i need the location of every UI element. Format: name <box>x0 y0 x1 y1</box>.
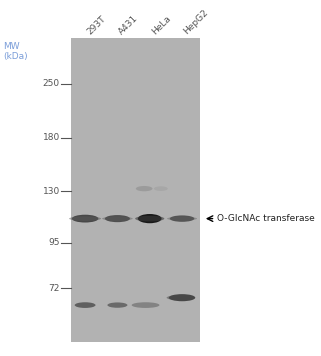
Ellipse shape <box>72 215 98 222</box>
Ellipse shape <box>102 216 133 221</box>
Text: HepG2: HepG2 <box>182 8 210 36</box>
Ellipse shape <box>75 302 96 308</box>
Text: 180: 180 <box>42 133 60 142</box>
Text: 130: 130 <box>42 187 60 196</box>
Ellipse shape <box>135 216 164 221</box>
Ellipse shape <box>138 214 161 223</box>
Text: 293T: 293T <box>85 14 108 36</box>
Ellipse shape <box>69 216 101 221</box>
Text: O-GlcNAc transferase: O-GlcNAc transferase <box>217 214 315 223</box>
Ellipse shape <box>108 303 127 308</box>
Ellipse shape <box>167 295 187 300</box>
Ellipse shape <box>136 186 152 191</box>
Text: A431: A431 <box>117 14 140 36</box>
Ellipse shape <box>167 217 197 221</box>
Text: 250: 250 <box>43 79 60 88</box>
Ellipse shape <box>154 186 168 191</box>
Ellipse shape <box>105 215 130 222</box>
Text: MW
(kDa): MW (kDa) <box>3 42 27 61</box>
Bar <box>71 38 200 342</box>
Ellipse shape <box>132 302 160 308</box>
Ellipse shape <box>169 294 195 301</box>
Ellipse shape <box>170 215 194 222</box>
Text: HeLa: HeLa <box>150 14 172 36</box>
Text: 72: 72 <box>48 284 60 293</box>
Text: 95: 95 <box>48 238 60 247</box>
